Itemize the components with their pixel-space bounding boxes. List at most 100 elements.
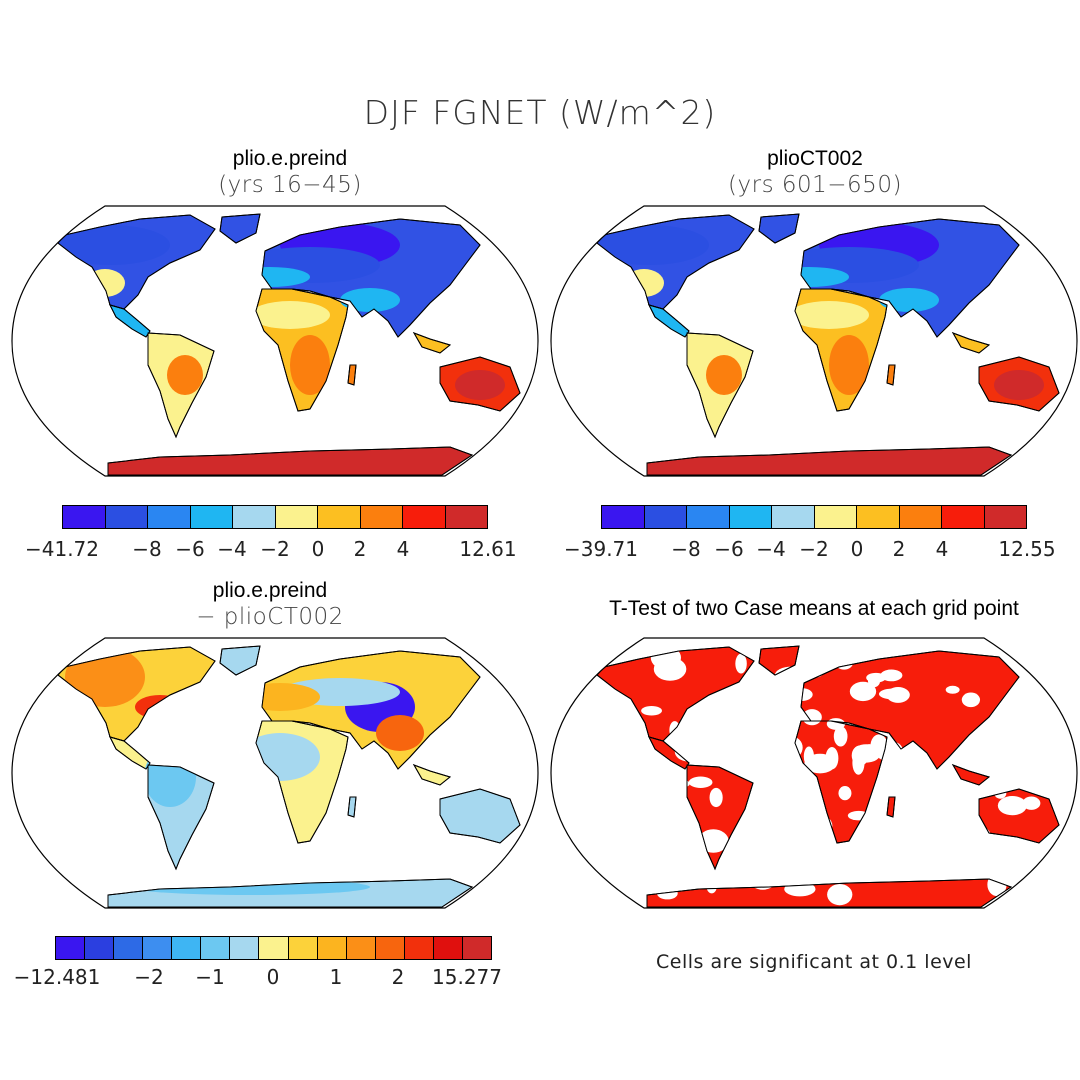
map-top-right (550, 205, 1078, 477)
panel-subtitle-top-right: (yrs 601−650) (728, 172, 902, 198)
texture-patch (709, 787, 723, 808)
colorbar-swatch (375, 937, 405, 959)
colorbar-label: −4 (217, 537, 247, 561)
coastline (646, 878, 1013, 908)
texture-patch (688, 863, 710, 876)
texture-patch (826, 718, 846, 730)
land-texture (597, 223, 1044, 400)
coastline (794, 720, 888, 844)
colorbar-swatch (729, 506, 772, 528)
texture-patch (135, 695, 185, 719)
texture-patch (665, 804, 682, 825)
panel-title-top-right: plioCT002 (767, 147, 863, 170)
colorbar-swatch (857, 506, 900, 528)
colorbar-swatch (404, 937, 434, 959)
texture-patch (130, 879, 370, 895)
texture-patch (230, 267, 310, 287)
coastline (886, 364, 896, 386)
colorbar-top-right (601, 505, 1027, 529)
colorbar-swatch (85, 937, 115, 959)
colorbar-label: −8 (671, 537, 701, 561)
texture-patch (630, 841, 663, 854)
texture-patch (696, 708, 725, 719)
land-group (57, 213, 521, 476)
texture-patch (771, 806, 805, 829)
texture-patch (880, 669, 903, 682)
texture-patch (878, 688, 906, 700)
texture-patch (674, 741, 702, 762)
texture-patch (803, 814, 833, 837)
colorbar-label: −6 (714, 537, 744, 561)
colorbar-swatch (433, 937, 463, 959)
texture-patch (250, 301, 330, 329)
panel-title-top-left: plio.e.preind (232, 147, 348, 170)
coastline (439, 788, 521, 844)
colorbar-label: 1 (329, 965, 343, 989)
texture-patch (910, 803, 928, 818)
texture-patch (849, 681, 877, 702)
texture-patch (789, 301, 869, 329)
texture-patch (989, 733, 1006, 746)
coastline (347, 364, 357, 386)
coastline (758, 645, 800, 676)
texture-patch (774, 666, 809, 684)
coastline (886, 796, 896, 818)
texture-patch (787, 822, 806, 846)
coastline (412, 764, 452, 786)
colorbar-label: 0 (311, 537, 325, 561)
texture-patch (827, 883, 853, 906)
coastline (261, 650, 481, 770)
panel-title-bottom-right: T-Test of two Case means at each grid po… (609, 597, 1019, 620)
colorbar-swatch (105, 506, 148, 528)
texture-patch (717, 867, 742, 883)
colorbar-label: 2 (353, 537, 367, 561)
colorbar-label: −12.481 (13, 965, 101, 989)
coastline (57, 646, 216, 742)
panel-subtitle-top-left: (yrs 16−45) (218, 172, 362, 198)
texture-patch (829, 335, 869, 395)
coastline (794, 288, 888, 412)
texture-patch (340, 288, 400, 312)
colorbar-label: −2 (134, 965, 164, 989)
coastline (107, 878, 474, 908)
texture-patch (802, 709, 822, 726)
texture-patch (1024, 773, 1036, 788)
colorbar-labels-top-left: −41.72 −8 −6 −4 −2 0 2 4 12.61 (0, 537, 540, 567)
colorbar-label: −8 (132, 537, 162, 561)
colorbar-label: 15.277 (432, 965, 502, 989)
texture-patch (945, 685, 960, 694)
texture-patch (784, 881, 816, 897)
texture-patch (870, 734, 888, 758)
colorbar-label: 0 (266, 965, 280, 989)
colorbar-label: 4 (396, 537, 410, 561)
panel-subtitle-bottom-left: − plioCT002 (196, 604, 344, 630)
texture-patch (618, 863, 631, 874)
land-group (596, 213, 1060, 476)
colorbar-label: 2 (391, 965, 405, 989)
colorbar-swatch (201, 937, 231, 959)
colorbar-swatch (602, 506, 645, 528)
map-border (550, 637, 1078, 909)
texture-patch (852, 750, 865, 775)
map-top-left (11, 205, 539, 477)
landmass-centralAmerica (648, 304, 690, 338)
texture-patch (847, 810, 870, 821)
coastline (147, 332, 215, 439)
texture-patch (918, 766, 934, 785)
panel-title-bottom-left: plio.e.preind (212, 579, 328, 602)
colorbar-swatch (899, 506, 942, 528)
landmass-centralAmerica (109, 736, 151, 770)
texture-patch (994, 370, 1044, 400)
texture-patch (167, 355, 203, 395)
colorbar-label: −2 (799, 537, 829, 561)
texture-patch (779, 736, 803, 759)
landmass-antarctica (107, 446, 474, 476)
land-group (57, 645, 521, 908)
texture-patch (786, 858, 811, 875)
landmass-greenland (219, 213, 261, 244)
colorbar-labels-top-right: −39.71 −8 −6 −4 −2 0 2 4 12.55 (0, 537, 1080, 567)
coastline (439, 356, 521, 412)
colorbar-label: −1 (195, 965, 225, 989)
coastline (978, 788, 1060, 844)
texture-patch (765, 706, 785, 715)
